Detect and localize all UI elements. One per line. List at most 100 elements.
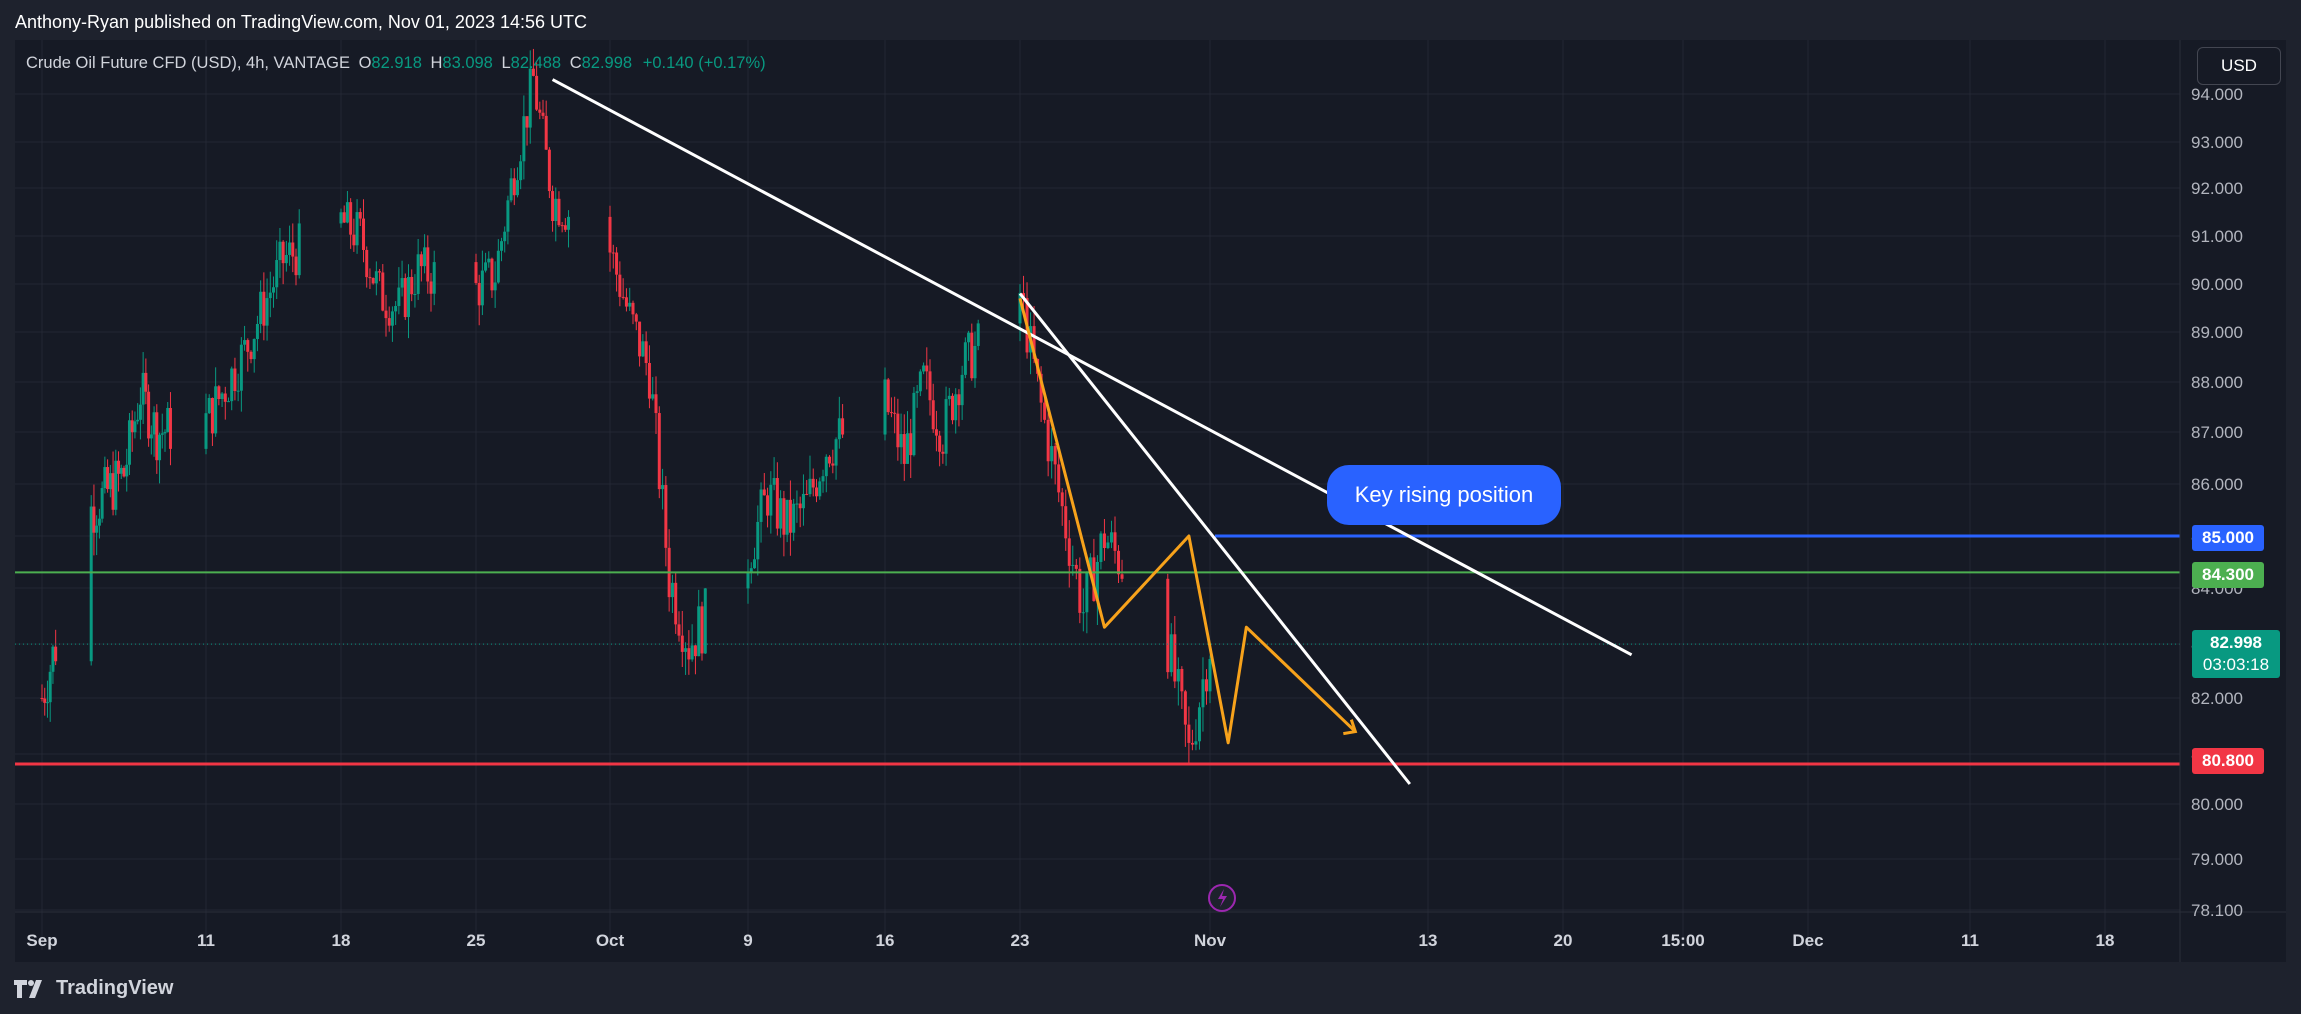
candle-body	[1039, 373, 1043, 403]
candle-body	[766, 495, 770, 516]
candle-body	[1176, 668, 1180, 682]
currency-button[interactable]: USD	[2197, 47, 2281, 85]
candle-body	[951, 395, 954, 421]
candle-body	[749, 568, 753, 573]
last-price-value: 82.998	[2210, 633, 2262, 652]
candle-body	[1081, 612, 1085, 614]
price-chart[interactable]: 94.000 93.000 92.000 91.000 90.000 89.000 88.0…	[15, 40, 2286, 962]
x-tick-label: 18	[2096, 931, 2115, 950]
candle-body	[563, 225, 567, 230]
candle-body	[217, 386, 221, 399]
candle-body	[651, 394, 655, 399]
candle-body	[1085, 571, 1089, 613]
candle-body	[837, 418, 841, 440]
candle-body	[1117, 550, 1121, 575]
candle-body	[788, 499, 792, 533]
candle-body	[515, 180, 519, 196]
candle-body	[782, 498, 786, 535]
candle-body	[114, 460, 118, 510]
candle-body	[168, 407, 172, 449]
footer-bar	[0, 962, 2301, 1014]
candle-body	[759, 489, 763, 522]
candle-body	[166, 407, 170, 433]
symbol-description[interactable]: Crude Oil Future CFD (USD), 4h, VANTAGE	[26, 54, 350, 72]
candle-body	[474, 262, 478, 283]
candle-body	[1088, 557, 1092, 572]
candle-body	[775, 478, 779, 529]
candle-body	[824, 456, 828, 477]
candle-body	[1106, 542, 1110, 549]
candle-body	[547, 149, 551, 192]
candle-body	[957, 394, 961, 406]
flash-icon-bolt	[1218, 889, 1227, 907]
candle-body	[509, 178, 513, 201]
candle-body	[893, 412, 897, 414]
candle-body	[690, 645, 694, 660]
tradingview-logo[interactable]: TradingView	[14, 977, 173, 1000]
y-tick-label: 82.000	[2191, 689, 2243, 708]
candle-body	[947, 395, 951, 400]
candle-body	[100, 488, 104, 519]
candle-body	[1022, 293, 1026, 299]
price-tag-85: 85.000	[2192, 525, 2264, 551]
close-label: C	[569, 54, 582, 72]
candle-body	[1018, 293, 1022, 324]
open-label: O	[358, 54, 372, 72]
candle-body	[541, 112, 545, 116]
candle-body	[941, 451, 945, 454]
candle-body	[355, 212, 359, 246]
bar-countdown: 03:03:18	[2202, 655, 2270, 674]
candle-body	[934, 429, 938, 436]
last-price-tag: 82.998 03:03:18	[2192, 630, 2280, 678]
candle-body	[54, 646, 58, 662]
candle-body	[204, 413, 208, 449]
candle-body	[122, 467, 126, 477]
candle-body	[883, 379, 887, 435]
candle-body	[284, 254, 288, 264]
candle-body	[654, 394, 658, 414]
candle-body	[834, 439, 838, 466]
candle-body	[1190, 742, 1194, 745]
candle-body	[818, 481, 822, 497]
key-rising-position-callout[interactable]: Key rising position	[1327, 465, 1561, 525]
candle-body	[477, 282, 481, 306]
candle-body	[381, 272, 385, 311]
candle-body	[915, 391, 919, 393]
candle-body	[371, 277, 375, 284]
candle-body	[1183, 691, 1187, 725]
x-tick-label: Oct	[596, 931, 625, 950]
candle-body	[223, 393, 227, 402]
candle-body	[342, 212, 346, 223]
candle-body	[618, 274, 622, 297]
chart-area[interactable]: 94.000 93.000 92.000 91.000 90.000 89.000 88.0…	[15, 40, 2286, 962]
candle-body	[130, 420, 134, 433]
candle-body	[647, 363, 651, 399]
y-tick-label: 78.100	[2191, 901, 2243, 920]
candle-body	[125, 464, 129, 477]
candle-body	[1197, 707, 1201, 742]
candle-body	[551, 191, 555, 222]
candle-body	[1113, 532, 1117, 551]
candle-body	[899, 434, 903, 448]
y-tick-label: 87.000	[2191, 423, 2243, 442]
candle-body	[687, 648, 691, 660]
candle-body	[657, 413, 661, 490]
candle-body	[631, 302, 635, 315]
candle-body	[214, 386, 218, 434]
candle-body	[51, 646, 55, 672]
candle-body	[1046, 419, 1050, 462]
candle-body	[805, 493, 809, 495]
candle-body	[133, 421, 137, 433]
candle-body	[97, 518, 101, 526]
candle-body	[1187, 724, 1191, 743]
candle-body	[828, 456, 832, 464]
x-tick-label: 18	[332, 931, 351, 950]
candle-body	[45, 702, 49, 704]
candle-body	[1204, 679, 1208, 692]
symbol-legend[interactable]: Crude Oil Future CFD (USD), 4h, VANTAGE …	[26, 54, 766, 73]
y-tick-label: 93.000	[2191, 133, 2243, 152]
open-value: 82.918	[371, 54, 422, 72]
candle-body	[963, 342, 967, 375]
candle-body	[487, 258, 491, 263]
candle-body	[394, 306, 398, 312]
